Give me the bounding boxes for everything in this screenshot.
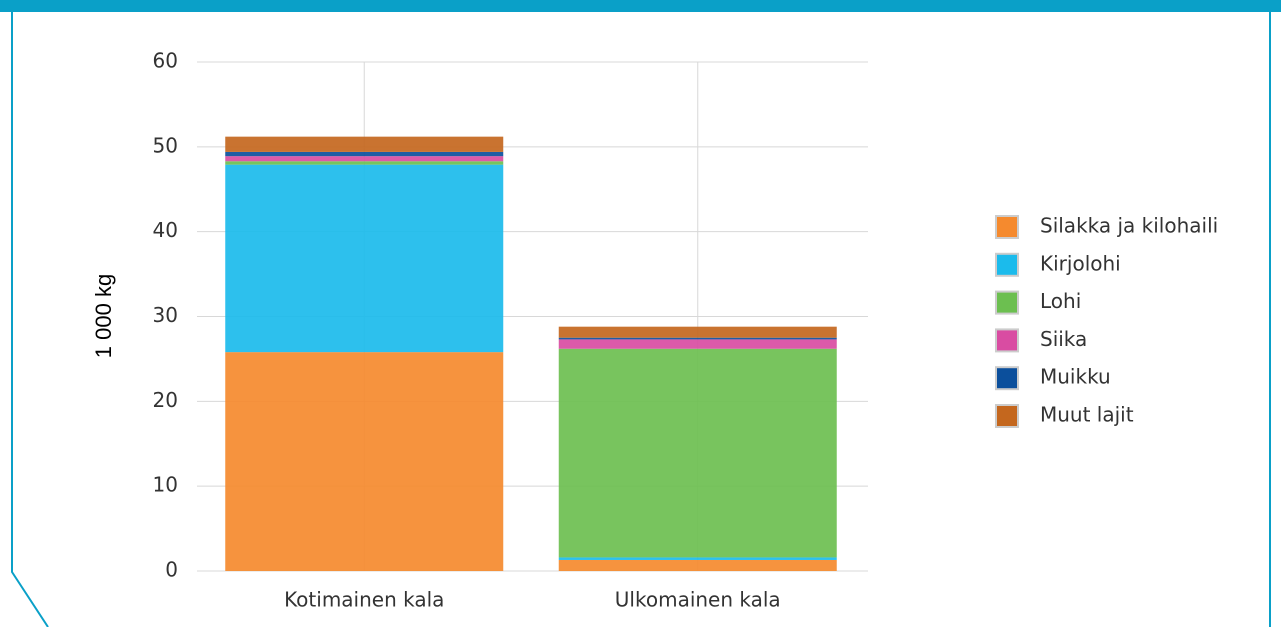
y-tick-label: 60: [153, 49, 178, 73]
y-tick-label: 0: [165, 558, 178, 582]
legend-label: Silakka ja kilohaili: [1040, 214, 1218, 238]
bar-segment: [558, 339, 837, 349]
legend-swatch: [995, 404, 1019, 428]
y-tick-label: 50: [153, 133, 178, 157]
frame-line: [11, 12, 49, 627]
bar-segment: [558, 559, 837, 571]
bar-segment: [225, 136, 504, 152]
bar-segment: [558, 326, 837, 338]
legend-swatch: [995, 290, 1019, 315]
bar-segment: [225, 151, 504, 157]
y-tick-label: 20: [153, 388, 178, 412]
legend-label: Muikku: [1040, 365, 1111, 389]
bar-segment: [225, 164, 504, 353]
legend-swatch: [995, 252, 1019, 277]
x-tick-label: Kotimainen kala: [284, 588, 444, 612]
legend-swatch: [995, 215, 1019, 239]
bar-segment: [225, 156, 504, 162]
y-tick-label: 30: [153, 303, 178, 327]
y-axis-title: 1 000 kg: [91, 274, 116, 358]
legend-label: Siika: [1040, 327, 1087, 351]
legend-label: Muut lajit: [1040, 403, 1134, 427]
y-tick-label: 10: [153, 473, 178, 497]
bar-segment: [558, 337, 837, 340]
legend-swatch: [995, 328, 1019, 353]
bar-segment: [225, 161, 504, 165]
bar-segment: [558, 557, 837, 560]
x-tick-label: Ulkomainen kala: [615, 588, 781, 612]
legend-label: Kirjolohi: [1040, 251, 1121, 275]
y-tick-label: 40: [153, 218, 178, 242]
top-banner: [0, 0, 1281, 12]
legend-swatch: [995, 366, 1019, 391]
bar-segment: [558, 348, 837, 558]
bar-segment: [225, 352, 504, 571]
legend-label: Lohi: [1040, 289, 1081, 313]
